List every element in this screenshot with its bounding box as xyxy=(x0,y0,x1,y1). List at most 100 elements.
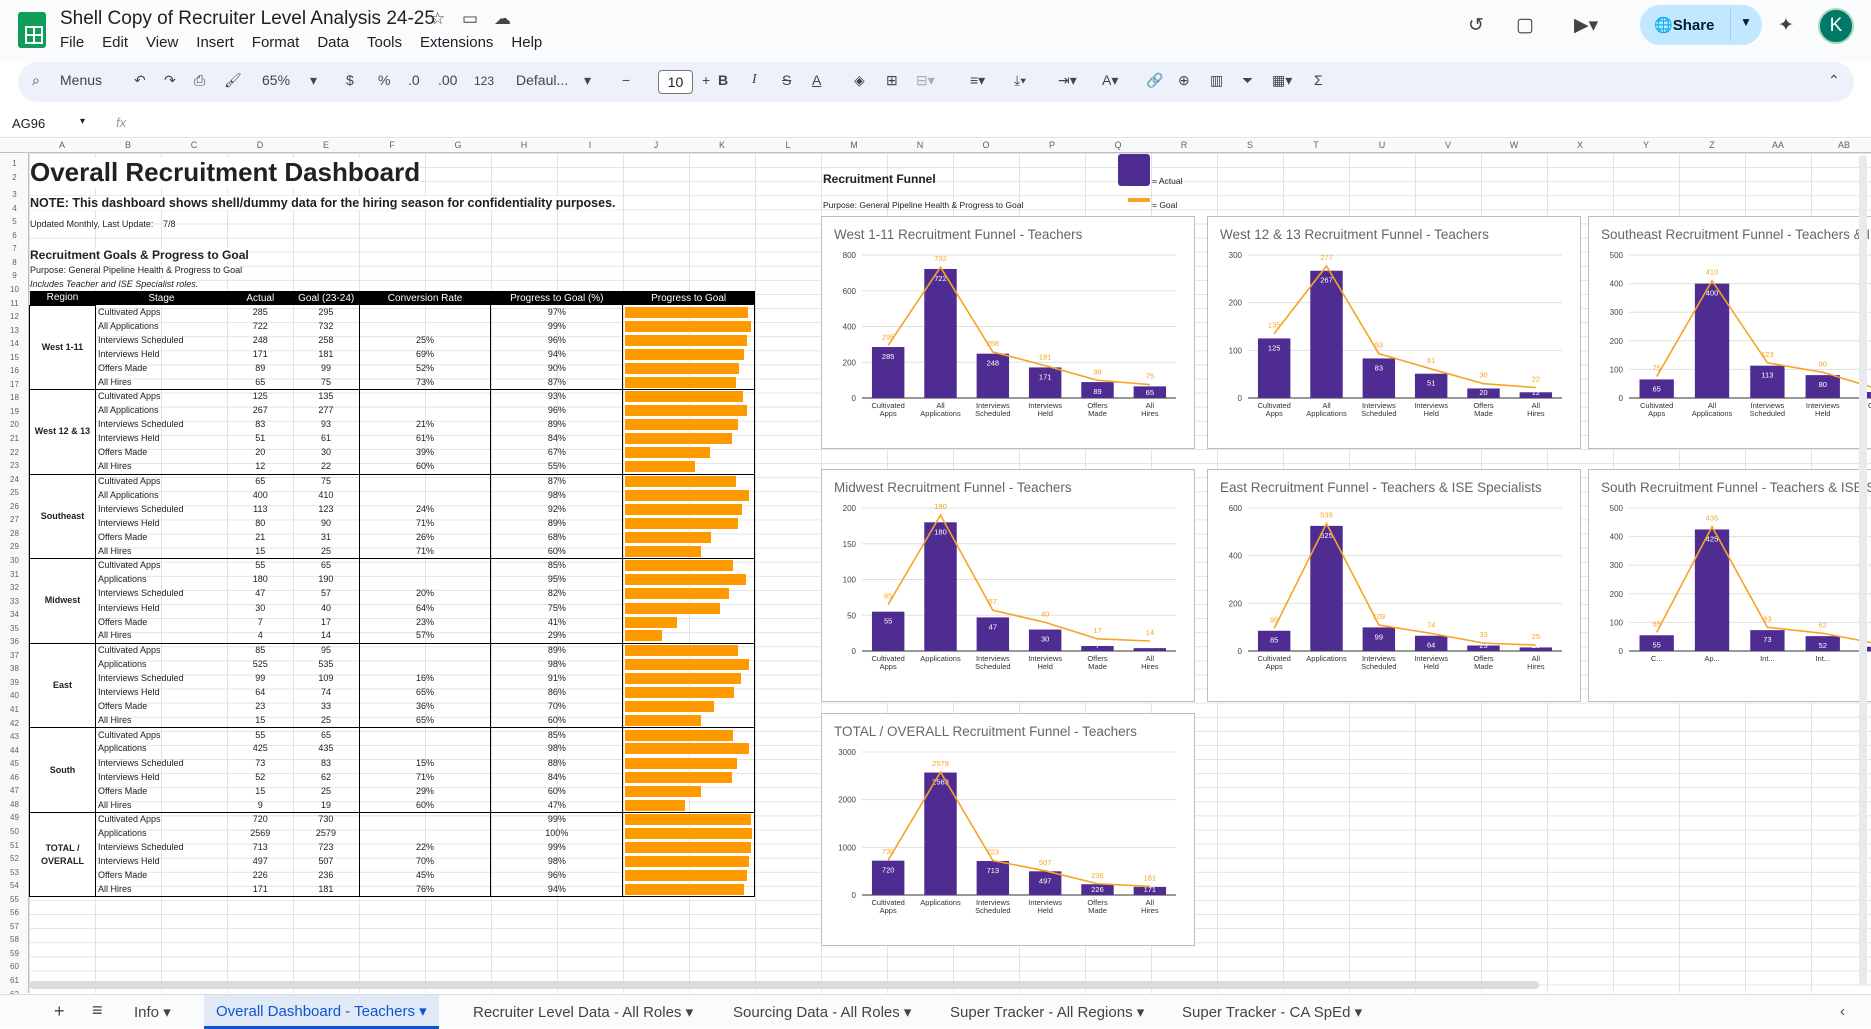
column-header[interactable]: B xyxy=(124,140,131,150)
stage-cell[interactable]: Cultivated Apps xyxy=(94,643,228,658)
progress-bar-cell[interactable] xyxy=(622,375,755,391)
sheets-logo[interactable] xyxy=(18,12,46,48)
stage-cell[interactable]: Applications xyxy=(94,826,228,841)
goal-cell[interactable]: 65 xyxy=(320,560,331,571)
column-header[interactable]: AA xyxy=(1771,140,1784,150)
stage-cell[interactable]: Interviews Held xyxy=(94,854,228,869)
conversion-cell[interactable]: 52% xyxy=(358,361,491,376)
column-header[interactable]: V xyxy=(1444,140,1451,150)
goal-cell[interactable]: 109 xyxy=(318,672,334,683)
goal-cell[interactable]: 181 xyxy=(293,882,360,898)
tab-sourcing[interactable]: Sourcing Data - All Roles ▾ xyxy=(733,1004,912,1021)
conversion-cell[interactable] xyxy=(358,812,491,827)
conversion-cell[interactable]: 25% xyxy=(358,333,491,348)
column-header[interactable]: J xyxy=(653,140,659,150)
search-icon[interactable]: ⌕ xyxy=(32,72,40,88)
row-header[interactable]: 43 xyxy=(10,732,19,742)
progress-bar-cell[interactable] xyxy=(622,882,755,898)
fill-color-icon[interactable]: ◈ xyxy=(854,72,865,88)
row-header[interactable]: 50 xyxy=(10,826,19,836)
actual-cell[interactable]: 89 xyxy=(255,362,266,373)
progress-pct-cell[interactable]: 87% xyxy=(490,375,623,391)
row-header[interactable]: 24 xyxy=(10,474,19,484)
row-header[interactable]: 32 xyxy=(10,583,19,593)
progress-pct-cell[interactable]: 89% xyxy=(490,643,623,658)
column-header[interactable]: R xyxy=(1180,140,1188,150)
progress-bar-cell[interactable] xyxy=(622,347,755,362)
row-header[interactable]: 54 xyxy=(10,881,19,891)
actual-cell[interactable]: 226 xyxy=(252,870,268,881)
column-header[interactable]: W xyxy=(1509,140,1519,150)
stage-cell[interactable]: All Applications xyxy=(94,403,228,418)
actual-cell[interactable]: 65 xyxy=(227,375,294,391)
stage-cell[interactable]: Interviews Held xyxy=(94,685,228,700)
chart-bar[interactable] xyxy=(1133,648,1167,651)
conversion-cell[interactable]: 61% xyxy=(358,431,491,446)
goal-cell[interactable]: 30 xyxy=(320,447,331,458)
chart-bar[interactable] xyxy=(1750,630,1785,651)
stage-cell[interactable]: Interviews Scheduled xyxy=(94,333,228,348)
wrap-icon[interactable]: ⇥▾ xyxy=(1058,72,1077,88)
goal-cell[interactable]: 295 xyxy=(318,306,334,317)
progress-bar-cell[interactable] xyxy=(622,685,755,700)
row-header[interactable]: 1 xyxy=(12,159,17,168)
row-header[interactable]: 5 xyxy=(12,217,17,227)
progress-bar-cell[interactable] xyxy=(622,615,755,630)
goal-line[interactable] xyxy=(887,265,1150,386)
star-icon[interactable]: ☆ xyxy=(430,9,446,28)
actual-cell[interactable]: 65 xyxy=(255,475,266,486)
conversion-cell[interactable]: 24% xyxy=(358,502,491,517)
conversion-cell[interactable]: 71% xyxy=(358,516,491,531)
progress-pct-cell[interactable]: 60% xyxy=(490,544,623,560)
stage-cell[interactable]: Cultivated Apps xyxy=(94,727,228,742)
progress-pct-cell[interactable]: 75% xyxy=(490,600,623,616)
link-icon[interactable]: 🔗 xyxy=(1146,72,1164,88)
actual-cell[interactable]: 23 xyxy=(255,701,266,712)
column-header[interactable]: Y xyxy=(1642,140,1649,150)
actual-cell[interactable]: 51 xyxy=(255,433,266,444)
row-header[interactable]: 52 xyxy=(10,854,19,864)
row-header[interactable]: 57 xyxy=(10,921,19,931)
actual-cell[interactable]: 180 xyxy=(252,574,268,585)
column-header[interactable]: F xyxy=(389,140,395,150)
chart-bar[interactable] xyxy=(1414,635,1448,651)
row-header[interactable]: 46 xyxy=(10,772,19,782)
goal-cell[interactable]: 22 xyxy=(293,460,360,475)
row-header[interactable]: 48 xyxy=(10,799,19,809)
version-history-icon[interactable]: ↺ xyxy=(1468,15,1484,36)
progress-bar-cell[interactable] xyxy=(622,854,755,869)
progress-pct-cell[interactable]: 86% xyxy=(490,685,623,700)
actual-cell[interactable]: 15 xyxy=(227,713,294,729)
conversion-cell[interactable]: 21% xyxy=(358,417,491,432)
row-header[interactable]: 28 xyxy=(10,528,19,538)
all-sheets-icon[interactable]: ≡ xyxy=(92,1000,103,1020)
progress-pct-cell[interactable]: 60% xyxy=(490,713,623,729)
stage-cell[interactable]: Interviews Scheduled xyxy=(94,756,228,771)
goal-cell[interactable]: 31 xyxy=(320,532,331,543)
row-header[interactable]: 35 xyxy=(10,623,19,633)
row-header[interactable]: 16 xyxy=(10,366,19,376)
actual-cell[interactable]: 171 xyxy=(227,882,294,898)
goal-cell[interactable]: 40 xyxy=(320,602,331,613)
goal-cell[interactable]: 732 xyxy=(318,320,334,331)
progress-pct-cell[interactable]: 93% xyxy=(490,389,623,404)
progress-pct-cell[interactable]: 89% xyxy=(490,417,623,432)
chart-bar[interactable] xyxy=(976,617,1010,651)
row-header[interactable]: 27 xyxy=(10,515,19,525)
column-header[interactable]: S xyxy=(1246,140,1253,150)
chart-bar[interactable] xyxy=(871,347,905,398)
row-header[interactable]: 40 xyxy=(10,691,19,701)
stage-cell[interactable]: Interviews Scheduled xyxy=(94,840,228,855)
chart-bar[interactable] xyxy=(1362,358,1396,398)
progress-bar-cell[interactable] xyxy=(622,798,755,813)
cloud-saved-icon[interactable]: ☁ xyxy=(494,9,511,28)
row-header[interactable]: 11 xyxy=(10,298,19,308)
font-size-plus-icon[interactable]: + xyxy=(702,72,711,88)
gemini-icon[interactable]: ✦ xyxy=(1778,15,1794,36)
chart-bar[interactable] xyxy=(871,611,905,651)
stage-cell[interactable]: Interviews Scheduled xyxy=(94,586,228,601)
goal-cell[interactable]: 93 xyxy=(320,419,331,430)
rotate-icon[interactable]: A▾ xyxy=(1102,72,1119,88)
goal-cell[interactable]: 135 xyxy=(318,391,334,402)
column-header[interactable]: O xyxy=(982,140,990,150)
